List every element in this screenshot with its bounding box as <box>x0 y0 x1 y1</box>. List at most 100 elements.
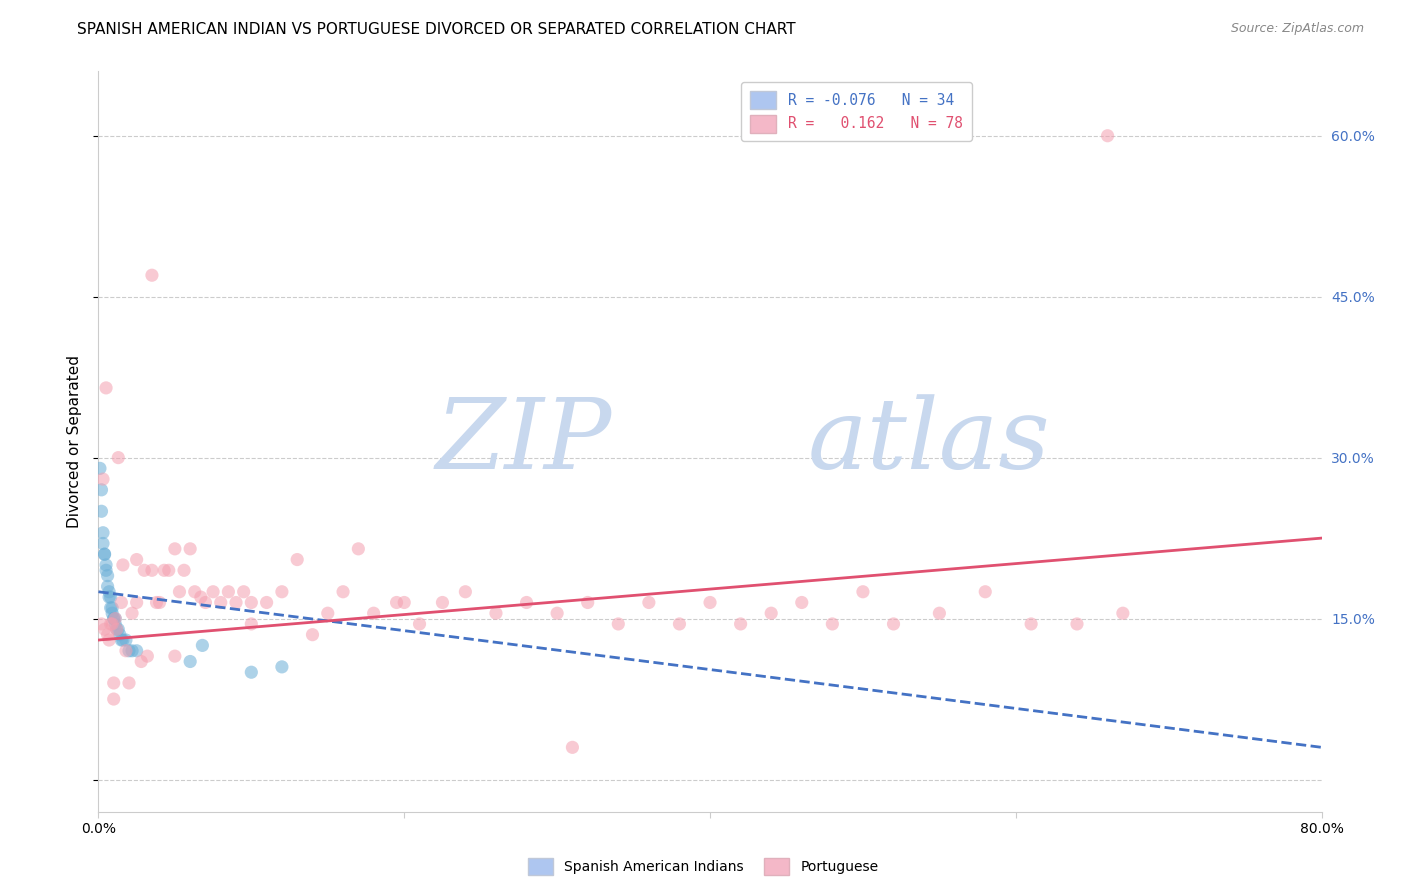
Point <box>104 616 127 631</box>
Point <box>385 595 408 609</box>
Point <box>111 558 134 572</box>
Point <box>103 676 125 690</box>
Point <box>90 483 112 497</box>
Point <box>121 644 143 658</box>
Point <box>217 584 239 599</box>
Point <box>91 536 114 550</box>
Point <box>699 595 721 609</box>
Point <box>118 644 141 658</box>
Point <box>105 623 128 637</box>
Point <box>134 563 156 577</box>
Point <box>516 595 538 609</box>
Point <box>316 606 339 620</box>
Point <box>240 616 263 631</box>
Y-axis label: Divorced or Separated: Divorced or Separated <box>66 355 82 528</box>
Point <box>89 461 111 475</box>
Point <box>408 616 430 631</box>
Point <box>301 628 323 642</box>
Point <box>1097 128 1119 143</box>
Point <box>607 616 630 631</box>
Point <box>141 268 163 283</box>
Point <box>94 381 117 395</box>
Point <box>98 590 121 604</box>
Point <box>104 611 127 625</box>
Point <box>163 541 186 556</box>
Point <box>209 595 232 609</box>
Point <box>852 584 875 599</box>
Text: Source: ZipAtlas.com: Source: ZipAtlas.com <box>1230 22 1364 36</box>
Point <box>104 611 127 625</box>
Point <box>179 541 201 556</box>
Point <box>190 590 212 604</box>
Point <box>363 606 385 620</box>
Text: ZIP: ZIP <box>436 394 612 489</box>
Point <box>91 525 114 540</box>
Point <box>118 676 141 690</box>
Point <box>169 584 191 599</box>
Point <box>103 692 125 706</box>
Point <box>454 584 477 599</box>
Point <box>485 606 508 620</box>
Point <box>103 611 125 625</box>
Point <box>145 595 167 609</box>
Point <box>100 616 122 631</box>
Point <box>107 450 129 465</box>
Point <box>576 595 599 609</box>
Point <box>125 552 148 566</box>
Point <box>179 655 201 669</box>
Point <box>129 655 152 669</box>
Point <box>191 639 214 653</box>
Point <box>103 611 125 625</box>
Point <box>97 579 120 593</box>
Point <box>94 558 117 572</box>
Point <box>97 568 120 582</box>
Point <box>270 584 292 599</box>
Point <box>184 584 207 599</box>
Point <box>332 584 354 599</box>
Point <box>668 616 690 631</box>
Point <box>111 633 134 648</box>
Point <box>94 563 117 577</box>
Point <box>270 660 292 674</box>
Point <box>285 552 308 566</box>
Point <box>93 623 115 637</box>
Point <box>141 563 163 577</box>
Point <box>136 649 159 664</box>
Point <box>432 595 454 609</box>
Point <box>149 595 172 609</box>
Point <box>1112 606 1135 620</box>
Point <box>100 590 122 604</box>
Point <box>98 633 121 648</box>
Point <box>115 633 138 648</box>
Point <box>93 547 115 561</box>
Point <box>110 595 132 609</box>
Point <box>98 584 121 599</box>
Text: atlas: atlas <box>808 394 1050 489</box>
Point <box>115 644 138 658</box>
Point <box>157 563 180 577</box>
Point <box>91 472 114 486</box>
Point <box>105 623 128 637</box>
Point <box>1066 616 1088 631</box>
Point <box>256 595 278 609</box>
Point <box>101 616 124 631</box>
Point <box>121 606 143 620</box>
Point <box>125 595 148 609</box>
Point <box>100 600 122 615</box>
Text: SPANISH AMERICAN INDIAN VS PORTUGUESE DIVORCED OR SEPARATED CORRELATION CHART: SPANISH AMERICAN INDIAN VS PORTUGUESE DI… <box>77 22 796 37</box>
Point <box>125 644 148 658</box>
Point <box>202 584 225 599</box>
Point <box>883 616 905 631</box>
Point <box>93 547 115 561</box>
Point <box>974 584 997 599</box>
Point <box>240 665 263 680</box>
Point <box>821 616 844 631</box>
Point <box>163 649 186 664</box>
Point <box>110 633 132 648</box>
Point <box>928 606 950 620</box>
Point <box>730 616 752 631</box>
Point <box>240 595 263 609</box>
Point <box>107 623 129 637</box>
Legend: Spanish American Indians, Portuguese: Spanish American Indians, Portuguese <box>522 853 884 880</box>
Point <box>225 595 247 609</box>
